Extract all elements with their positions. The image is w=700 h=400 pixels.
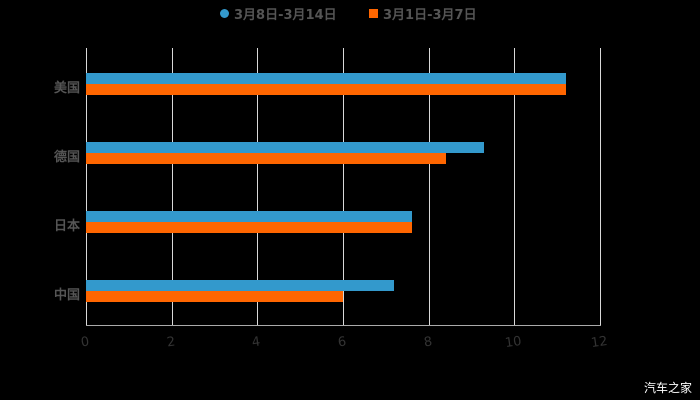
category-label: 日本	[53, 219, 80, 234]
bar-blue[interactable]	[86, 142, 484, 153]
gridline	[600, 48, 601, 326]
x-tick-label: 0	[79, 334, 91, 351]
legend-label: 3月1日-3月7日	[383, 8, 477, 23]
gridline	[257, 48, 258, 326]
bar-orange[interactable]	[86, 153, 446, 164]
legend-marker-orange-icon	[369, 9, 378, 18]
gridline	[343, 48, 344, 326]
legend-item-series-1[interactable]: 3月8日-3月14日	[220, 4, 337, 23]
category-label: 美国	[53, 81, 80, 96]
watermark: 汽车之家	[643, 381, 692, 395]
legend-label: 3月8日-3月14日	[234, 8, 337, 23]
x-tick-label: 2	[165, 334, 177, 351]
legend-item-series-2[interactable]: 3月1日-3月7日	[369, 4, 477, 23]
bar-blue[interactable]	[86, 280, 394, 291]
chart-legend: 3月8日-3月14日 3月1日-3月7日	[0, 4, 700, 24]
gridline	[514, 48, 515, 326]
x-tick-label: 4	[250, 334, 262, 351]
gridline	[429, 48, 430, 326]
bar-orange[interactable]	[86, 222, 412, 233]
gridline	[172, 48, 173, 326]
x-tick-label: 8	[422, 334, 434, 351]
bar-blue[interactable]	[86, 211, 412, 222]
x-tick-label: 10	[504, 333, 523, 352]
bar-orange[interactable]	[86, 84, 566, 95]
x-tick-label: 12	[590, 333, 609, 352]
x-tick-label: 6	[336, 334, 348, 351]
legend-marker-blue-icon	[220, 9, 229, 18]
category-label: 中国	[53, 288, 80, 303]
gridline	[86, 48, 87, 326]
x-axis	[86, 325, 601, 326]
bar-orange[interactable]	[86, 291, 343, 302]
category-label: 德国	[53, 150, 80, 165]
bar-blue[interactable]	[86, 73, 566, 84]
